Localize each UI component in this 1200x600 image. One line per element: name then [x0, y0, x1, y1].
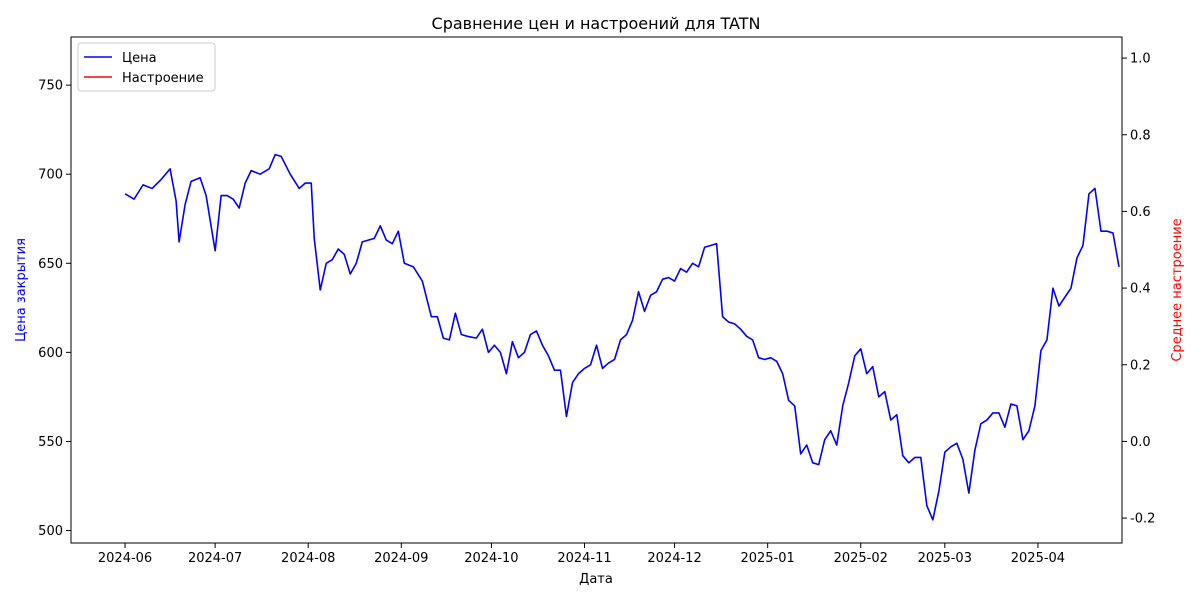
y-left-tick-label: 750	[38, 79, 63, 94]
y-left-tick-label: 650	[38, 257, 63, 272]
x-tick-label: 2024-06	[98, 551, 152, 566]
y-left-tick-label: 500	[38, 524, 63, 539]
legend: Цена Настроение	[77, 42, 216, 92]
y-right-tick-label: 1.0	[1130, 52, 1151, 67]
y-left-tick-label: 700	[38, 168, 63, 183]
y-right-tick-label: 0.2	[1130, 358, 1151, 373]
x-tick-label: 2024-08	[281, 551, 335, 566]
y-right-tick-label: 0.4	[1130, 282, 1151, 297]
y-axis-right: -0.2 0.0 0.2 0.4 0.6 0.8 1.0	[1122, 52, 1155, 527]
legend-label-sentiment: Настроение	[122, 71, 204, 86]
y-right-tick-label: -0.2	[1130, 512, 1155, 527]
x-tick-label: 2025-03	[918, 551, 972, 566]
x-tick-label: 2024-10	[464, 551, 518, 566]
chart-title: Сравнение цен и настроений для TATN	[432, 14, 761, 33]
plot-frame	[70, 36, 1123, 544]
x-tick-label: 2024-12	[647, 551, 701, 566]
x-tick-label: 2025-01	[740, 551, 794, 566]
x-axis: 2024-06 2024-07 2024-08 2024-09 2024-10 2024-…	[98, 543, 1065, 566]
y-right-tick-label: 0.8	[1130, 128, 1151, 143]
x-tick-label: 2024-09	[374, 551, 428, 566]
legend-label-price: Цена	[122, 51, 157, 66]
y-axis-left-title: Цена закрытия	[14, 238, 29, 342]
x-tick-label: 2024-11	[557, 551, 611, 566]
y-right-tick-label: 0.6	[1130, 205, 1151, 220]
series-layer	[124, 153, 1120, 521]
legend-box	[77, 42, 216, 92]
price-series-line	[124, 153, 1120, 521]
x-tick-label: 2024-07	[188, 551, 242, 566]
x-tick-label: 2025-02	[834, 551, 888, 566]
y-axis-left: 500 550 600 650 700 750	[38, 79, 71, 539]
y-left-tick-label: 550	[38, 435, 63, 450]
y-left-tick-label: 600	[38, 346, 63, 361]
y-axis-right-title: Среднее настроение	[1170, 218, 1185, 361]
x-tick-label: 2025-04	[1011, 551, 1065, 566]
x-axis-title: Дата	[579, 572, 613, 587]
y-right-tick-label: 0.0	[1130, 435, 1151, 450]
